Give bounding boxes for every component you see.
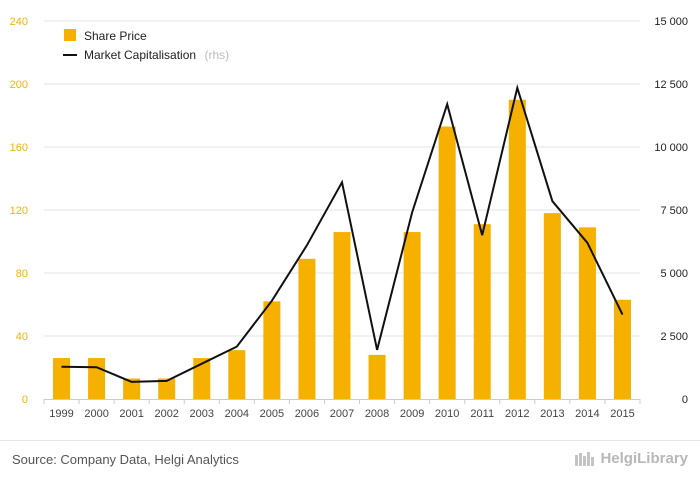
y-left-tick-label: 0 — [22, 394, 28, 406]
y-left-tick-label: 160 — [10, 142, 28, 154]
x-tick-label: 2014 — [575, 408, 599, 420]
x-tick-label: 2003 — [190, 408, 214, 420]
x-tick-label: 2007 — [330, 408, 354, 420]
y-right-tick-label: 10 000 — [654, 142, 688, 154]
x-tick-label: 1999 — [49, 408, 73, 420]
share-price-bar — [53, 358, 71, 399]
x-tick-label: 2010 — [435, 408, 459, 420]
y-left-tick-label: 80 — [16, 268, 28, 280]
legend: Share Price Market Capitalisation (rhs) — [63, 29, 229, 63]
x-tick-label: 2015 — [610, 408, 634, 420]
share-price-bar — [403, 232, 421, 399]
share-price-bar — [228, 350, 246, 399]
legend-label-market-cap: Market Capitalisation (rhs) — [84, 46, 229, 63]
axes: 0 0 40 2 500 80 5 000 120 7 500 160 10 000 200 12 5… — [10, 16, 688, 420]
y-left-tick-label: 120 — [10, 205, 28, 217]
share-price-bar — [333, 232, 351, 399]
y-right-tick-label: 5 000 — [660, 268, 688, 280]
x-tick-label: 2004 — [225, 408, 249, 420]
x-tick-label: 2012 — [505, 408, 529, 420]
share-price-bar — [158, 378, 176, 399]
share-price-bar — [298, 258, 316, 399]
legend-swatch-share-price — [64, 29, 76, 41]
x-tick-label: 2005 — [260, 408, 284, 420]
logo-text: HelgiLibrary — [600, 450, 688, 467]
source-note: Source: Company Data, Helgi Analytics — [12, 452, 239, 467]
share-price-bar — [193, 358, 211, 399]
legend-label-market-cap-name: Market Capitalisation — [84, 48, 196, 62]
share-price-bar — [438, 126, 456, 400]
y-right-tick-label: 15 000 — [654, 16, 688, 28]
x-tick-label: 2011 — [470, 408, 494, 420]
share-price-bar — [123, 378, 141, 399]
gridlines — [44, 20, 640, 337]
footer: Source: Company Data, Helgi Analytics He… — [0, 440, 700, 484]
share-price-bar — [543, 213, 561, 399]
share-price-bars — [53, 99, 631, 400]
y-right-tick-label: 7 500 — [660, 205, 688, 217]
market-cap-line — [61, 84, 624, 383]
share-price-bar — [508, 99, 526, 399]
y-left-tick-label: 200 — [10, 79, 28, 91]
x-tick-label: 2000 — [84, 408, 108, 420]
helgi-library-logo[interactable]: HelgiLibrary — [574, 450, 688, 467]
x-tick-label: 2002 — [154, 408, 178, 420]
y-right-tick-label: 12 500 — [654, 79, 688, 91]
y-left-tick-label: 40 — [16, 331, 28, 343]
share-price-bar — [578, 227, 596, 399]
x-tick-label: 2013 — [540, 408, 564, 420]
x-tick-label: 2001 — [119, 408, 143, 420]
y-left-tick-label: 240 — [10, 16, 28, 28]
legend-label-share-price: Share Price — [84, 29, 147, 43]
combo-chart: 0 0 40 2 500 80 5 000 120 7 500 160 10 000 200 12 5… — [10, 16, 688, 420]
y-right-tick-label: 0 — [682, 394, 688, 406]
library-icon — [575, 451, 595, 466]
x-tick-label: 2008 — [365, 408, 389, 420]
share-price-bar — [613, 299, 631, 399]
x-tick-label: 2006 — [295, 408, 319, 420]
share-price-bar — [473, 224, 491, 399]
share-price-bar — [88, 358, 106, 399]
share-price-bar — [368, 354, 386, 399]
legend-label-market-cap-suffix: (rhs) — [205, 48, 230, 62]
y-right-tick-label: 2 500 — [660, 331, 688, 343]
share-price-bar — [263, 301, 281, 399]
market-cap-polyline — [61, 84, 624, 383]
x-tick-label: 2009 — [400, 408, 424, 420]
